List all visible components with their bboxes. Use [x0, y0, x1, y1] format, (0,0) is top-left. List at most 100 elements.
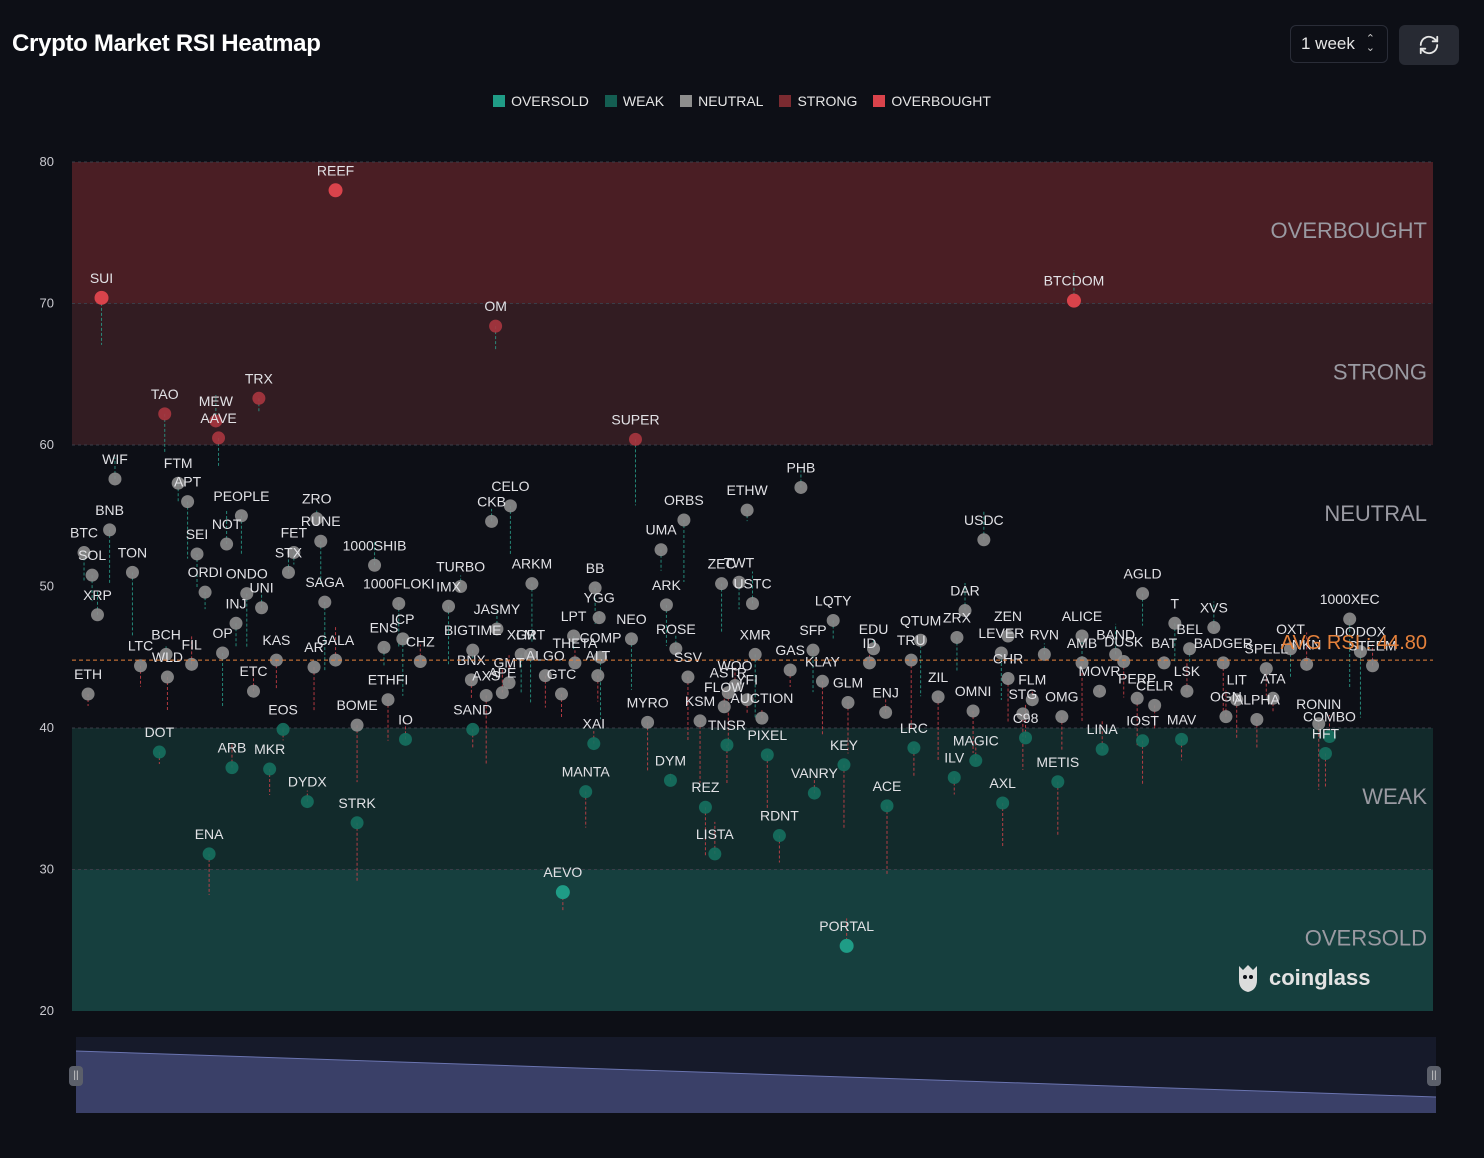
rsi-point-label: GRT — [516, 626, 546, 642]
rsi-point-ssv — [681, 670, 695, 684]
legend-item-neutral[interactable]: NEUTRAL — [680, 93, 763, 109]
rsi-point-yfi — [740, 693, 754, 707]
rsi-point-label: MOVR — [1079, 663, 1121, 679]
rsi-point-label: ID — [863, 635, 877, 651]
rsi-point-op — [216, 646, 230, 660]
range-slider-right-handle[interactable]: || — [1427, 1066, 1441, 1086]
rsi-point-mav — [1175, 732, 1189, 746]
rsi-point-omni — [966, 704, 980, 718]
rsi-point-label: GLM — [833, 675, 863, 691]
rsi-point-ltc — [134, 659, 148, 673]
rsi-point-label: QTUM — [900, 612, 941, 628]
rsi-point-mew — [209, 414, 223, 428]
rsi-point-label: KAS — [262, 632, 290, 648]
rsi-point-label: SAND — [453, 701, 492, 717]
rsi-point-label: ONDO — [226, 566, 268, 582]
rsi-point-bb — [588, 581, 602, 595]
rsi-point-label: STRK — [338, 795, 376, 811]
legend-swatch — [873, 95, 886, 107]
rsi-point-xai — [587, 737, 601, 751]
rsi-point-label: YFI — [736, 672, 758, 688]
rsi-point-label: ASTR — [710, 665, 747, 681]
rsi-point-label: EOS — [268, 701, 298, 717]
rsi-point-label: T — [1171, 595, 1180, 611]
rsi-point-eth — [81, 687, 95, 701]
legend-label: WEAK — [622, 93, 665, 109]
coinglass-logo: coinglass — [1233, 962, 1370, 994]
legend-item-strong[interactable]: STRONG — [779, 93, 857, 109]
rsi-point-c98 — [1019, 731, 1033, 745]
rsi-point-label: ARB — [218, 740, 247, 756]
rsi-point-label: BB — [586, 560, 605, 576]
rsi-point-label: CELO — [491, 478, 529, 494]
rsi-point-label: XRP — [83, 587, 112, 603]
rsi-point-1000shib — [368, 558, 382, 572]
rsi-point-label: JASMY — [474, 601, 521, 617]
rsi-point-label: BIGTIME — [444, 622, 502, 638]
rsi-point-label: KEY — [830, 737, 859, 753]
rsi-point-label: BEL — [1176, 621, 1203, 637]
rsi-point-ar — [307, 660, 321, 674]
rsi-point-label: APT — [174, 474, 202, 490]
rsi-point-ckb — [485, 514, 499, 528]
rsi-point-label: 1000SHIB — [343, 537, 407, 553]
range-slider-left-handle[interactable]: || — [69, 1066, 83, 1086]
rsi-point-label: ZEN — [994, 608, 1022, 624]
rsi-point-label: ALPHA — [1234, 692, 1281, 708]
rsi-point-ethw — [740, 503, 754, 517]
rsi-point-imx — [442, 599, 456, 613]
rsi-point-label: VANRY — [791, 765, 839, 781]
rsi-point-label: GALA — [317, 632, 355, 648]
legend-swatch — [779, 95, 792, 107]
rsi-point-label: UMA — [645, 522, 677, 538]
rsi-point-label: IOST — [1126, 713, 1159, 729]
zone-oversold — [72, 869, 1433, 1011]
rsi-point-label: STEEM — [1348, 638, 1396, 654]
rsi-point-orbs — [677, 513, 691, 527]
rsi-point-label: TAO — [151, 386, 179, 402]
rsi-point-fil — [185, 657, 199, 671]
rsi-point-label: XLM — [507, 626, 536, 642]
rsi-point-badger — [1216, 656, 1230, 670]
rsi-point-label: GAS — [775, 642, 805, 658]
refresh-button[interactable] — [1399, 25, 1459, 65]
rsi-point-label: OP — [212, 625, 232, 641]
rsi-point-bigtime — [466, 643, 480, 657]
rsi-point-ftm — [171, 476, 185, 490]
rsi-point-icp — [396, 632, 410, 646]
rsi-point-label: ROSE — [656, 621, 696, 637]
rsi-point-dusk — [1117, 654, 1131, 668]
rsi-point-celo — [503, 499, 517, 513]
rsi-point-label: ICP — [391, 611, 414, 627]
rsi-point-label: APE — [488, 665, 516, 681]
rsi-point-super — [628, 432, 642, 446]
zone-strong — [72, 303, 1433, 445]
rsi-point-label: XAI — [583, 716, 606, 732]
zone-label-oversold: OVERSOLD — [1305, 926, 1427, 951]
rsi-point-label: NOT — [212, 516, 242, 532]
legend-item-overbought[interactable]: OVERBOUGHT — [873, 93, 991, 109]
rsi-point-ena — [202, 847, 216, 861]
rsi-point-stx — [281, 565, 295, 579]
range-slider[interactable] — [75, 1037, 1437, 1113]
rsi-point-hft — [1318, 746, 1332, 760]
legend-item-weak[interactable]: WEAK — [604, 93, 665, 109]
rsi-point-label: ARKM — [512, 556, 552, 572]
rsi-point-stg — [1016, 707, 1030, 721]
rsi-point-label: ETH — [74, 666, 102, 682]
rsi-point-wif — [108, 472, 122, 486]
rsi-point-label: AAVE — [200, 410, 236, 426]
rsi-point-lsk — [1180, 684, 1194, 698]
period-select[interactable]: 1 week ⌃ ⌄ — [1290, 25, 1388, 63]
rsi-point-label: FTM — [164, 455, 193, 471]
rsi-point-zro — [310, 512, 324, 526]
rsi-point-label: ILV — [944, 750, 965, 766]
rsi-point-t — [1168, 616, 1182, 630]
rsi-point-ksm — [693, 714, 707, 728]
rsi-point-label: AXS — [472, 667, 500, 683]
rsi-point-arb — [225, 761, 239, 775]
legend-item-oversold[interactable]: OVERSOLD — [493, 93, 589, 109]
rsi-point-dodox — [1353, 645, 1367, 659]
rsi-point-perp — [1130, 691, 1144, 705]
legend-label: OVERSOLD — [511, 93, 589, 109]
